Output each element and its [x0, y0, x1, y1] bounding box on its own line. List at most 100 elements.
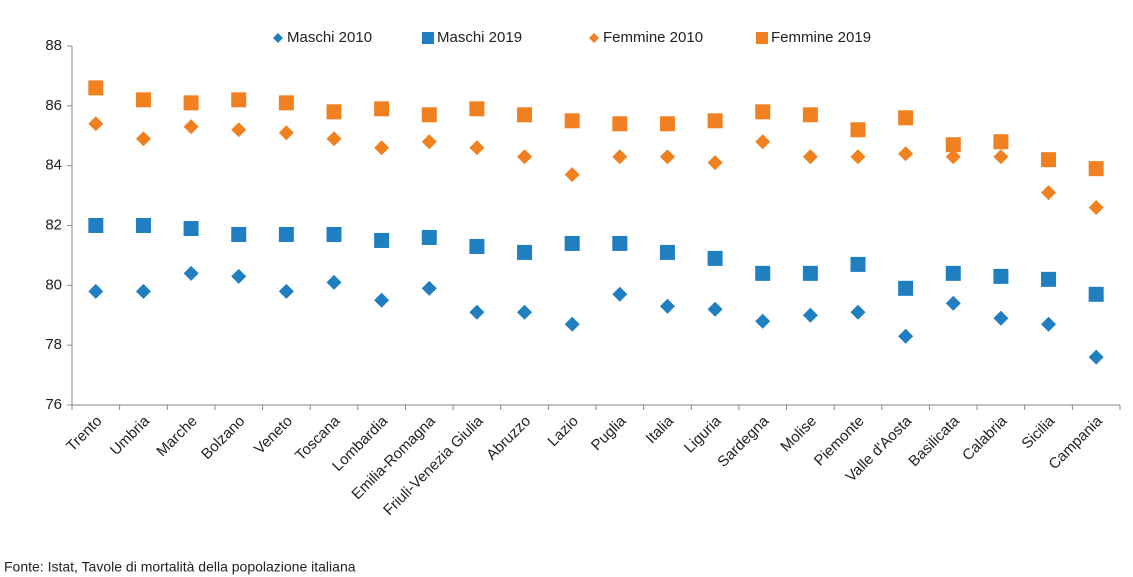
x-tick-label: Liguria: [681, 412, 725, 456]
legend-marker: [273, 33, 283, 43]
point: [850, 122, 866, 138]
legend-marker: [756, 32, 768, 44]
point: [517, 107, 533, 123]
point: [1088, 200, 1104, 216]
legend-marker: [589, 33, 599, 43]
point: [231, 92, 247, 108]
point: [326, 226, 342, 242]
point: [1041, 152, 1057, 168]
point: [231, 226, 247, 242]
point: [564, 316, 580, 332]
point: [278, 125, 294, 141]
point: [231, 268, 247, 284]
point: [612, 235, 628, 251]
x-tick-label: Emilia-Romagna: [348, 412, 439, 503]
point: [707, 301, 723, 317]
point: [374, 292, 390, 308]
point: [993, 268, 1009, 284]
point: [802, 149, 818, 165]
x-tick-label: Trento: [63, 413, 105, 455]
point: [88, 116, 104, 132]
point: [993, 134, 1009, 150]
y-tick-label: 80: [45, 276, 62, 293]
legend-label: Maschi 2019: [437, 29, 522, 46]
x-tick-label: Puglia: [588, 412, 630, 454]
point: [88, 283, 104, 299]
x-tick-label: Molise: [777, 413, 820, 456]
point: [850, 304, 866, 320]
point: [374, 140, 390, 156]
legend-label: Femmine 2019: [771, 29, 871, 46]
x-tick-label: Sicilia: [1018, 412, 1058, 452]
x-tick-label: Marche: [153, 413, 200, 460]
point: [469, 304, 485, 320]
point: [945, 295, 961, 311]
point: [231, 122, 247, 138]
point: [374, 232, 390, 248]
point: [278, 283, 294, 299]
point: [707, 155, 723, 171]
point: [898, 280, 914, 296]
point: [945, 149, 961, 165]
x-tick-label: Calabria: [959, 412, 1011, 464]
legend-label: Femmine 2010: [603, 29, 703, 46]
point: [850, 149, 866, 165]
legend-label: Maschi 2010: [287, 29, 372, 46]
point: [659, 116, 675, 132]
point: [183, 119, 199, 135]
point: [850, 256, 866, 272]
point: [183, 265, 199, 281]
point: [278, 226, 294, 242]
point: [517, 149, 533, 165]
point: [326, 104, 342, 120]
point: [564, 167, 580, 183]
point: [612, 116, 628, 132]
point: [517, 244, 533, 260]
x-tick-label: Sardegna: [714, 412, 772, 470]
y-tick-label: 86: [45, 97, 62, 114]
point: [88, 80, 104, 96]
point: [993, 149, 1009, 165]
point: [898, 110, 914, 126]
y-tick-label: 84: [45, 157, 62, 174]
y-tick-label: 88: [45, 37, 62, 54]
point: [421, 134, 437, 150]
point: [88, 218, 104, 233]
point: [1041, 185, 1057, 201]
point: [135, 283, 151, 299]
point: [993, 310, 1009, 326]
point: [183, 95, 199, 111]
point: [183, 220, 199, 236]
x-tick-label: Veneto: [251, 413, 296, 458]
point: [755, 104, 771, 120]
legend-marker: [422, 32, 434, 44]
x-tick-label: Abruzzo: [483, 413, 534, 464]
point: [564, 113, 580, 129]
y-tick-label: 82: [45, 216, 62, 233]
y-tick-label: 78: [45, 336, 62, 353]
point: [707, 250, 723, 266]
point: [755, 265, 771, 281]
point: [1041, 316, 1057, 332]
point: [517, 304, 533, 320]
point: [135, 218, 151, 233]
point: [898, 146, 914, 162]
point: [469, 140, 485, 156]
point: [659, 244, 675, 260]
point: [612, 286, 628, 302]
point: [326, 131, 342, 147]
point: [278, 95, 294, 111]
x-tick-label: Italia: [643, 412, 678, 447]
point: [564, 235, 580, 251]
point: [707, 113, 723, 129]
point: [659, 149, 675, 165]
x-tick-label: Umbria: [107, 412, 154, 459]
x-tick-label: Basilicata: [905, 412, 963, 470]
point: [1088, 161, 1104, 177]
point: [421, 107, 437, 123]
point: [326, 274, 342, 290]
point: [898, 328, 914, 344]
point: [945, 265, 961, 281]
point: [755, 134, 771, 150]
